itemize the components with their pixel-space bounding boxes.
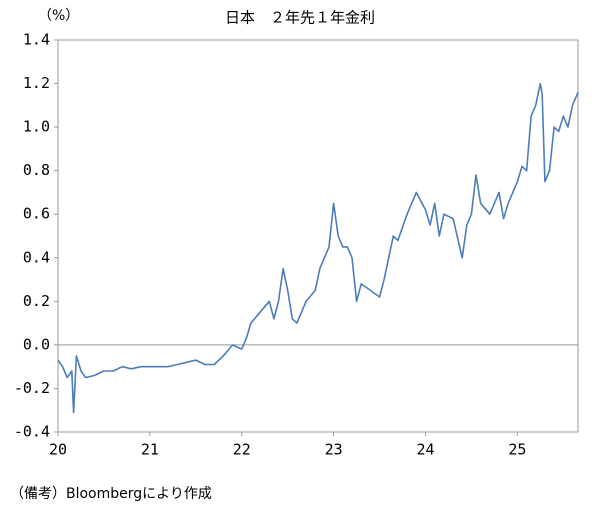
y-tick-label: 1.2 xyxy=(23,74,50,92)
y-tick-label: 0.8 xyxy=(23,161,50,179)
y-tick-label: 0.0 xyxy=(23,335,50,353)
x-tick-label: 25 xyxy=(508,441,526,459)
plot-frame xyxy=(57,39,579,433)
x-tick-label: 24 xyxy=(416,441,434,459)
y-tick-label: 0.6 xyxy=(23,205,50,223)
chart-title: 日本 ２年先１年金利 xyxy=(225,9,375,27)
y-tick-label: -0.2 xyxy=(14,379,50,397)
x-tick-label: 20 xyxy=(49,441,67,459)
x-tick-label: 22 xyxy=(233,441,251,459)
x-tick-label: 21 xyxy=(141,441,159,459)
x-tick-label: 23 xyxy=(325,441,343,459)
y-tick-label: 0.2 xyxy=(23,292,50,310)
source-note: （備考）Bloombergにより作成 xyxy=(10,486,212,502)
y-tick-label: -0.4 xyxy=(14,423,50,441)
line-series xyxy=(57,82,579,414)
y-tick-label: 1.0 xyxy=(23,118,50,136)
y-tick-label: 0.4 xyxy=(23,248,50,266)
y-tick-label: 1.4 xyxy=(23,31,50,49)
y-unit: （%） xyxy=(38,8,79,24)
